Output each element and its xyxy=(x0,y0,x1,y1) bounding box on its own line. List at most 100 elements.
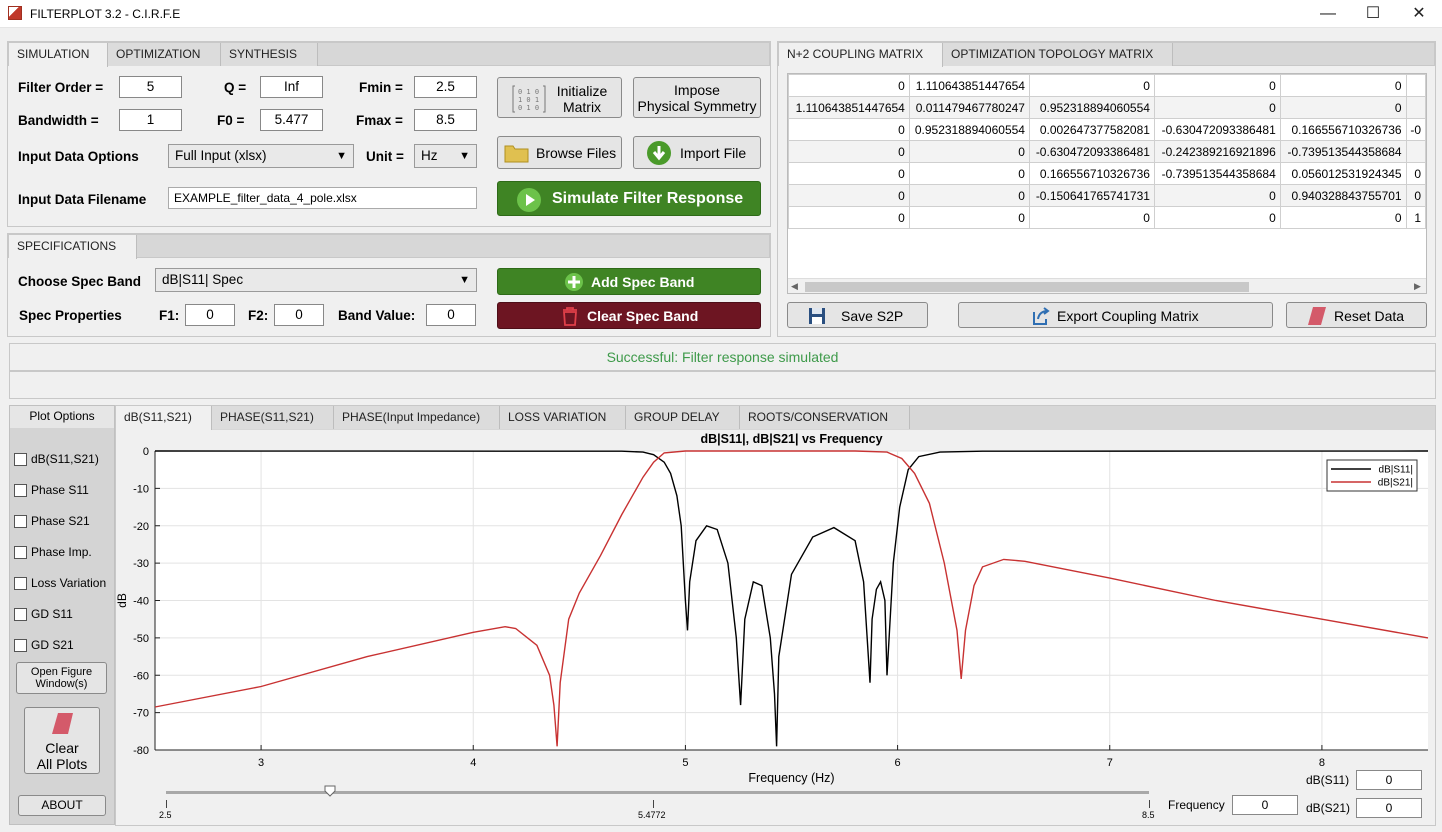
matrix-cell[interactable]: 0 xyxy=(1028,206,1155,229)
s11-readout[interactable]: 0 xyxy=(1356,770,1422,790)
matrix-cell[interactable]: 0 xyxy=(1153,74,1281,97)
matrix-cell[interactable]: 0 xyxy=(1153,96,1281,119)
matrix-cell[interactable]: 0 xyxy=(908,140,1030,163)
matrix-cell[interactable] xyxy=(1405,96,1426,119)
tab-loss-variation[interactable]: LOSS VARIATION xyxy=(500,406,626,429)
matrix-cell[interactable] xyxy=(1405,140,1426,163)
matrix-scroll-thumb[interactable] xyxy=(805,282,1249,292)
matrix-cell[interactable]: 1 xyxy=(1405,206,1426,229)
matrix-cell[interactable]: 0.002647377582081 xyxy=(1028,118,1155,141)
spec-band-dropdown[interactable]: dB|S11| Spec ▼ xyxy=(155,268,477,292)
tab-group-delay[interactable]: GROUP DELAY xyxy=(626,406,740,429)
tab-phase-s11-s21[interactable]: PHASE(S11,S21) xyxy=(212,406,334,429)
f2-input[interactable]: 0 xyxy=(274,304,324,326)
f0-input[interactable]: 5.477 xyxy=(260,109,323,131)
import-file-button[interactable]: Import File xyxy=(633,136,761,169)
matrix-cell[interactable]: 0.056012531924345 xyxy=(1279,162,1407,185)
matrix-cell[interactable] xyxy=(1405,74,1426,97)
matrix-cell[interactable]: -0.739513544358684 xyxy=(1153,162,1281,185)
matrix-cell[interactable]: -0.630472093386481 xyxy=(1028,140,1155,163)
s21-readout[interactable]: 0 xyxy=(1356,798,1422,818)
matrix-cell[interactable]: 0 xyxy=(908,162,1030,185)
matrix-cell[interactable]: 0 xyxy=(1279,74,1407,97)
matrix-cell[interactable]: 1.110643851447654 xyxy=(788,96,910,119)
tab-roots-conservation[interactable]: ROOTS/CONSERVATION xyxy=(740,406,910,429)
coupling-matrix-table[interactable]: 0 1.110643851447654 0 0 0 1.110643851447654 0.… xyxy=(787,73,1427,294)
matrix-cell[interactable]: 0 xyxy=(1405,162,1426,185)
matrix-cell[interactable]: 0.166556710326736 xyxy=(1279,118,1407,141)
plot-option-checkbox[interactable] xyxy=(14,546,27,559)
initialize-matrix-button[interactable]: 0 1 0 1 0 1 0 1 0 Initialize Matrix xyxy=(497,77,622,118)
tab-db-s11-s21[interactable]: dB(S11,S21) xyxy=(116,406,212,430)
tab-optimization[interactable]: OPTIMIZATION xyxy=(108,43,221,66)
tab-specifications[interactable]: SPECIFICATIONS xyxy=(9,235,137,259)
matrix-cell[interactable]: -0.739513544358684 xyxy=(1279,140,1407,163)
matrix-cell[interactable]: 0 xyxy=(1028,74,1155,97)
impose-symmetry-button[interactable]: Impose Physical Symmetry xyxy=(633,77,761,118)
plot-option-checkbox[interactable] xyxy=(14,515,27,528)
save-s2p-button[interactable]: Save S2P xyxy=(787,302,928,328)
simulate-button[interactable]: Simulate Filter Response xyxy=(497,181,761,216)
matrix-cell[interactable]: 0.011479467780247 xyxy=(908,96,1030,119)
frequency-slider-track[interactable] xyxy=(166,791,1149,794)
tab-synthesis[interactable]: SYNTHESIS xyxy=(221,43,318,66)
export-coupling-matrix-button[interactable]: Export Coupling Matrix xyxy=(958,302,1273,328)
matrix-cell[interactable]: 1.110643851447654 xyxy=(908,74,1030,97)
tab-topology-matrix[interactable]: OPTIMIZATION TOPOLOGY MATRIX xyxy=(943,43,1173,66)
matrix-cell[interactable]: 0 xyxy=(1153,184,1281,207)
matrix-cell[interactable]: -0.630472093386481 xyxy=(1153,118,1281,141)
matrix-cell[interactable]: -0.242389216921896 xyxy=(1153,140,1281,163)
frequency-slider-thumb[interactable] xyxy=(324,785,336,797)
matrix-cell[interactable]: 0 xyxy=(788,206,910,229)
matrix-hscrollbar[interactable]: ◀ ▶ xyxy=(788,278,1426,293)
tab-coupling-matrix[interactable]: N+2 COUPLING MATRIX xyxy=(779,43,943,67)
matrix-cell[interactable]: 0 xyxy=(1153,206,1281,229)
matrix-cell[interactable]: 0 xyxy=(1405,184,1426,207)
add-spec-band-button[interactable]: Add Spec Band xyxy=(497,268,761,295)
about-button[interactable]: ABOUT xyxy=(18,795,106,816)
input-options-dropdown[interactable]: Full Input (xlsx) ▼ xyxy=(168,144,354,168)
plot-option-checkbox[interactable] xyxy=(14,639,27,652)
matrix-cell[interactable]: 0 xyxy=(788,162,910,185)
open-figure-button[interactable]: Open Figure Window(s) xyxy=(16,662,107,694)
fmin-input[interactable]: 2.5 xyxy=(414,76,477,98)
matrix-cell[interactable]: 0 xyxy=(788,118,910,141)
tab-simulation[interactable]: SIMULATION xyxy=(9,43,108,67)
matrix-cell[interactable]: 0.166556710326736 xyxy=(1028,162,1155,185)
matrix-cell[interactable]: 0 xyxy=(788,140,910,163)
close-icon[interactable]: ✕ xyxy=(1412,5,1426,22)
matrix-cell[interactable]: 0 xyxy=(908,206,1030,229)
matrix-cell[interactable]: 0.940328843755701 xyxy=(1279,184,1407,207)
clear-all-plots-button[interactable]: Clear All Plots xyxy=(24,707,100,774)
plot-option-checkbox[interactable] xyxy=(14,453,27,466)
maximize-icon[interactable]: ☐ xyxy=(1365,5,1381,22)
fmax-input[interactable]: 8.5 xyxy=(414,109,477,131)
frequency-readout[interactable]: 0 xyxy=(1232,795,1298,815)
filter-order-input[interactable]: 5 xyxy=(119,76,182,98)
minimize-icon[interactable]: — xyxy=(1320,5,1336,22)
plot-option-checkbox[interactable] xyxy=(14,484,27,497)
q-input[interactable]: Inf xyxy=(260,76,323,98)
browse-files-button[interactable]: Browse Files xyxy=(497,136,622,169)
plot-option-checkbox[interactable] xyxy=(14,608,27,621)
scroll-right-icon[interactable]: ▶ xyxy=(1414,281,1421,291)
matrix-cell[interactable]: 0.952318894060554 xyxy=(908,118,1030,141)
band-value-input[interactable]: 0 xyxy=(426,304,476,326)
tab-phase-input-impedance[interactable]: PHASE(Input Impedance) xyxy=(334,406,500,429)
matrix-cell[interactable]: 0 xyxy=(788,184,910,207)
matrix-cell[interactable]: 0 xyxy=(788,74,910,97)
db-chart[interactable]: 3 4 5 6 7 8 0 -10 -20 -30 -40 -50 -60 -70 -80 dB|S11|, … xyxy=(115,429,1436,789)
reset-data-button[interactable]: Reset Data xyxy=(1286,302,1427,328)
matrix-cell[interactable]: -0 xyxy=(1405,118,1426,141)
clear-spec-band-button[interactable]: Clear Spec Band xyxy=(497,302,761,329)
matrix-cell[interactable]: 0 xyxy=(908,184,1030,207)
filename-input[interactable]: EXAMPLE_filter_data_4_pole.xlsx xyxy=(168,187,477,209)
plot-option-checkbox[interactable] xyxy=(14,577,27,590)
matrix-cell[interactable]: 0.952318894060554 xyxy=(1028,96,1155,119)
matrix-cell[interactable]: -0.150641765741731 xyxy=(1028,184,1155,207)
bandwidth-input[interactable]: 1 xyxy=(119,109,182,131)
f1-input[interactable]: 0 xyxy=(185,304,235,326)
matrix-cell[interactable]: 0 xyxy=(1279,96,1407,119)
scroll-left-icon[interactable]: ◀ xyxy=(791,281,798,291)
matrix-cell[interactable]: 0 xyxy=(1279,206,1407,229)
